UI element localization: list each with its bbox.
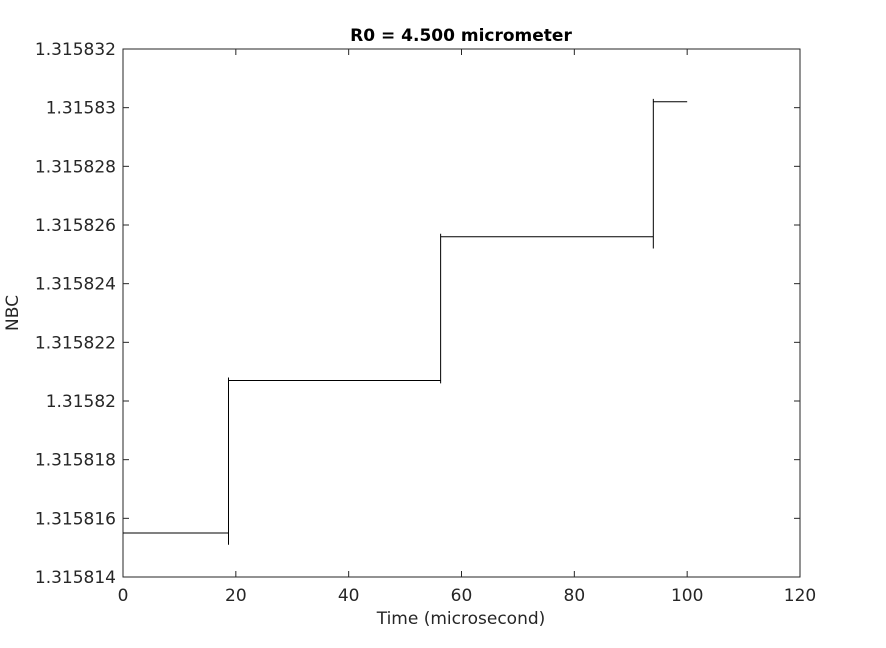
x-tick-label: 0	[118, 586, 129, 606]
x-tick-label: 60	[451, 586, 473, 606]
x-tick-label: 20	[225, 586, 247, 606]
x-tick-label: 100	[671, 586, 703, 606]
y-tick-label: 1.315822	[35, 333, 116, 353]
x-tick-label: 80	[564, 586, 586, 606]
data-series	[123, 98, 688, 545]
y-tick-label: 1.31582	[46, 392, 116, 412]
y-tick-label: 1.315814	[35, 568, 116, 588]
y-axis-label: NBC	[3, 295, 23, 331]
y-tick-label: 1.315828	[35, 157, 116, 177]
y-tick-label: 1.315824	[35, 275, 116, 295]
chart-title: R0 = 4.500 micrometer	[350, 26, 572, 46]
x-tick-label: 40	[338, 586, 360, 606]
plot-area	[122, 48, 801, 578]
y-tick-label: 1.315818	[35, 451, 116, 471]
y-tick-label: 1.31583	[46, 99, 116, 119]
x-tick-label: 120	[784, 586, 816, 606]
y-tick-labels: 1.315814 1.315816 1.315818 1.31582 1.315822 1…	[35, 40, 116, 588]
y-tick-label: 1.315832	[35, 40, 116, 60]
axis-ticks	[122, 48, 801, 578]
x-axis-label: Time (microsecond)	[376, 609, 546, 629]
x-tick-labels: 0 20 40 60 80 100 120	[118, 586, 817, 606]
y-tick-label: 1.315816	[35, 509, 116, 529]
y-tick-label: 1.315826	[35, 216, 116, 236]
